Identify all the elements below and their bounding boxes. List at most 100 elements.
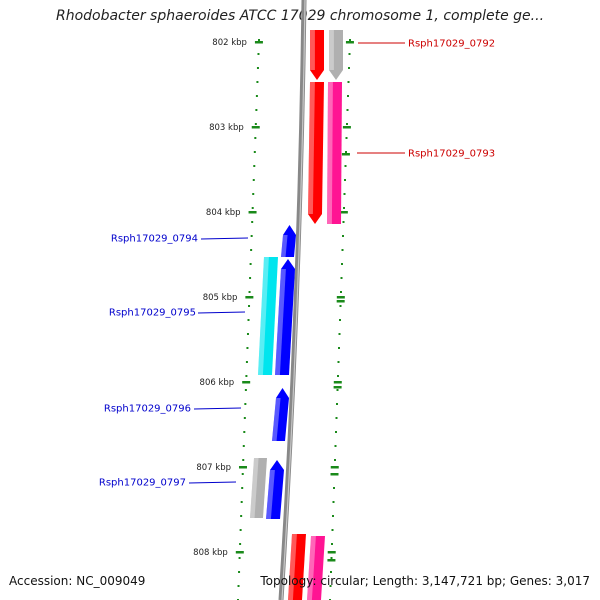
arrow-body [275,259,295,375]
arrow-shine [272,398,281,441]
tick-dot [332,501,335,503]
gene-Rsph17029_0796-blue [272,388,289,441]
tick-dot [252,179,255,181]
tick-dot [254,137,257,139]
backbone-highlight [281,0,306,600]
arrow-body [329,30,343,80]
map-title: Rhodobacter sphaeroides ATCC 17029 chrom… [55,8,545,24]
tick-dot [348,53,351,55]
major-tick-right [336,296,345,299]
tick-dot [255,95,258,97]
minor-tick-right [327,559,336,562]
tick-dot [240,501,243,503]
scale-label: 802 kbp [212,38,247,48]
tick-dot [243,417,246,419]
tick-dot [253,151,256,153]
tick-dot [240,515,243,517]
tick-dot [244,403,247,405]
major-tick-left [254,41,263,44]
gene-next-pink [307,536,325,600]
arrow-body [272,388,289,441]
gene-Rsph17029_0797-blue [266,460,284,519]
tick-dot [252,193,255,195]
tick-dot [345,137,348,139]
scale-label: 808 kbp [193,548,228,558]
leader-Rsph17029_0796 [193,407,242,410]
tick-dot [347,81,350,83]
tick-dot [254,123,257,125]
arrow-shine [250,458,259,518]
arrow-body [258,257,278,375]
arrow-shine [288,534,297,600]
scale-label: 803 kbp [209,123,244,133]
tick-dot [338,333,341,335]
gene-features [250,0,343,600]
arrow-shine [258,257,269,375]
tick-marks: 802 kbp 803 kbp 804 kbp 805 kbp 806 kbp 807 k… [193,38,354,600]
major-tick-right [345,41,354,44]
gene-Rsph17029_0795-cyan [258,257,278,375]
arrow-shine [275,269,286,375]
major-tick-left [235,551,244,554]
major-tick-right [327,551,336,554]
tick-dot [334,445,337,447]
tick-dot [242,445,245,447]
gene-Rsph17029_0793-pink [327,82,342,224]
arrow-body [327,82,342,224]
tick-dot [339,305,342,307]
tick-dot [337,361,340,363]
tick-dot [340,277,343,279]
leader-Rsph17029_0797 [188,481,237,484]
arrow-shine [329,30,334,70]
arrow-shine [308,82,315,214]
tick-dot [250,249,253,251]
tick-dot [342,221,345,223]
tick-dot [243,431,246,433]
gene-Rsph17029_0792-gray [329,30,343,80]
leader-Rsph17029_0794 [200,237,249,240]
tick-dot [339,319,341,321]
tick-dot [251,221,254,223]
tick-dot [238,571,241,573]
tick-dot [250,235,253,237]
arrow-shine [266,470,275,519]
tick-dot [245,361,248,363]
tick-dot [335,431,337,433]
scale-label: 804 kbp [206,208,241,218]
minor-tick-right [341,153,350,156]
tick-dot [329,585,332,587]
gene-Rsph17029_0794-blue [281,225,296,257]
tick-dot [246,333,249,335]
tick-dot [246,347,249,349]
scale-label: 805 kbp [203,293,238,303]
tick-dot [248,291,251,293]
tick-dot [336,403,338,405]
gene-label-Rsph17029_0795: Rsph17029_0795 [109,308,196,319]
tick-dot [245,375,248,377]
minor-tick-right [336,300,345,303]
scale-label: 807 kbp [196,463,231,473]
tick-dot [253,165,256,167]
tick-dot [258,39,260,41]
tick-dot [344,165,347,167]
tick-dot [346,123,348,125]
gene-Rsph17029_0792-red-core [310,30,324,80]
arrow-shine [310,30,315,70]
tick-dot [249,277,252,279]
gene-Rsph17029_0795-blue [275,259,295,375]
tick-dot [341,249,344,251]
arrow-shine [327,82,333,224]
gene-Rsph17029_0793-red [308,82,324,224]
tick-dot [238,557,241,559]
tick-dot [248,305,251,307]
major-tick-right [333,381,342,384]
tick-dot [348,67,350,69]
backbone-line [278,0,307,600]
tick-dot [251,207,254,209]
tick-dot [241,487,244,489]
tick-dot [349,39,351,41]
tick-dot [347,95,349,97]
arrow-body [310,30,324,80]
tick-dot [241,473,244,475]
